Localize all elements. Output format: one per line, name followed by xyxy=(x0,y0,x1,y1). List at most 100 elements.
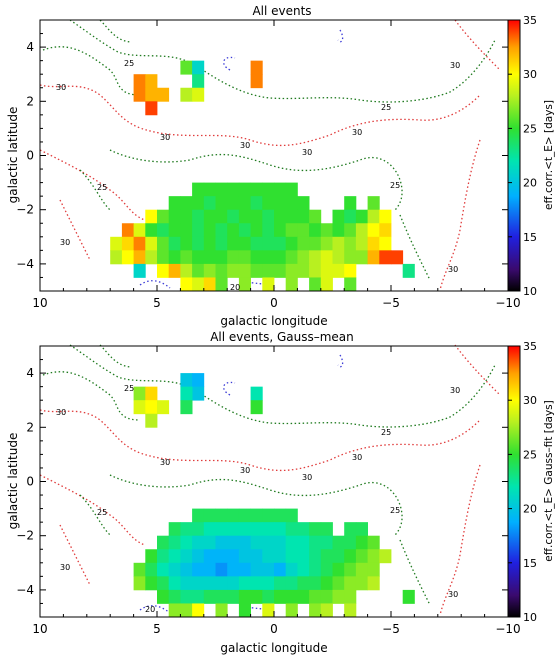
heatmap-cell xyxy=(250,263,263,278)
heatmap-cell xyxy=(309,576,322,591)
heatmap-cell xyxy=(238,250,251,265)
heatmap-cell xyxy=(297,263,310,278)
svg-text:30: 30 xyxy=(56,83,66,92)
heatmap-cell xyxy=(344,209,357,224)
svg-text:30: 30 xyxy=(450,61,460,70)
heatmap-cell xyxy=(332,549,345,564)
x-tick-label: 0 xyxy=(270,622,278,636)
svg-text:30: 30 xyxy=(450,386,460,395)
heatmap-cell xyxy=(262,589,275,604)
heatmap-cell xyxy=(285,182,298,197)
x-tick-label: 5 xyxy=(153,622,161,636)
heatmap-cell xyxy=(250,60,263,75)
heatmap-cell xyxy=(180,223,193,238)
x-tick-label: 10 xyxy=(32,296,47,310)
heatmap-cell xyxy=(192,223,205,238)
heatmap-cell xyxy=(203,209,216,224)
heatmap-cell xyxy=(379,236,392,251)
heatmap-cell xyxy=(309,562,322,577)
heatmap-cell xyxy=(180,576,193,591)
heatmap-cell xyxy=(379,549,392,564)
svg-text:30: 30 xyxy=(240,141,250,150)
heatmap-cell xyxy=(133,74,146,89)
heatmap-cell xyxy=(145,386,158,401)
heatmap-cell xyxy=(168,196,181,211)
heatmap-cell xyxy=(238,522,251,537)
heatmap-cell xyxy=(168,535,181,550)
colorbar-tick-label: 30 xyxy=(523,68,537,81)
heatmap-cell xyxy=(274,508,287,523)
heatmap-cell xyxy=(274,535,287,550)
heatmap-cell xyxy=(262,576,275,591)
heatmap-cell xyxy=(262,236,275,251)
heatmap-cell xyxy=(285,522,298,537)
heatmap-cell xyxy=(133,87,146,102)
heatmap-cell xyxy=(168,236,181,251)
heatmap-cell xyxy=(157,263,170,278)
colorbar-tick-label: 25 xyxy=(523,122,537,135)
heatmap-cell xyxy=(309,263,322,278)
svg-text:30: 30 xyxy=(56,408,66,417)
heatmap-cell xyxy=(262,209,275,224)
heatmap-cell xyxy=(344,196,357,211)
heatmap-cell xyxy=(297,576,310,591)
colorbar-label: eff.corr.<t_E> Gauss–fit [days] xyxy=(543,400,555,561)
heatmap-cell xyxy=(238,209,251,224)
heatmap-cell xyxy=(285,263,298,278)
axes: 10 5 0 −5 −10 −4 −2 0 2 4 xyxy=(16,345,521,636)
heatmap-cell xyxy=(157,535,170,550)
heatmap-cell xyxy=(238,576,251,591)
heatmap-cell xyxy=(250,386,263,401)
heatmap-cell xyxy=(344,535,357,550)
heatmap-cell xyxy=(250,236,263,251)
svg-text:25: 25 xyxy=(390,181,400,190)
heatmap-cell xyxy=(203,589,216,604)
heatmap-cell xyxy=(133,386,146,401)
svg-text:25: 25 xyxy=(97,508,107,517)
heatmap-cell xyxy=(332,250,345,265)
x-axis-label: galactic longitude xyxy=(220,641,327,655)
svg-text:20: 20 xyxy=(145,605,155,614)
colorbar-tick-label: 30 xyxy=(523,394,537,407)
x-tick-label: −10 xyxy=(495,622,520,636)
heatmap-cell xyxy=(320,603,333,618)
heatmap-cell xyxy=(285,508,298,523)
heatmap-cell xyxy=(215,603,228,618)
heatmap-cell xyxy=(285,535,298,550)
heatmap-cell xyxy=(227,236,240,251)
heatmap-cell xyxy=(274,522,287,537)
colorbar: 10 15 20 25 30 35 eff.corr.<t_E> Gauss–fit [d… xyxy=(507,340,555,624)
heatmap-cell xyxy=(344,522,357,537)
heatmap-cell xyxy=(227,535,240,550)
heatmap-cell xyxy=(168,263,181,278)
svg-text:30: 30 xyxy=(302,148,312,157)
heatmap-cell xyxy=(355,522,368,537)
heatmap-cell xyxy=(367,562,380,577)
heatmap-cell xyxy=(145,87,158,102)
heatmap-cell xyxy=(274,589,287,604)
heatmap-cell xyxy=(344,589,357,604)
heatmap-cell xyxy=(297,209,310,224)
heatmap-cell xyxy=(297,535,310,550)
heatmap-cell xyxy=(180,87,193,102)
heatmap-cell xyxy=(309,589,322,604)
svg-text:30: 30 xyxy=(60,238,70,247)
heatmap-cell xyxy=(250,74,263,89)
y-tick-label: 2 xyxy=(26,420,34,434)
heatmap-cell xyxy=(309,535,322,550)
heatmap-cell xyxy=(297,223,310,238)
colorbar-gradient xyxy=(507,345,521,618)
heatmap-cell xyxy=(250,589,263,604)
heatmap-cell xyxy=(320,236,333,251)
svg-text:30: 30 xyxy=(302,473,312,482)
heatmap-cell xyxy=(344,236,357,251)
heatmap-cell xyxy=(355,236,368,251)
heatmap-cell xyxy=(344,562,357,577)
colorbar-label: eff.corr.<t_E> [days] xyxy=(543,100,555,210)
y-axis-label: galactic latitude xyxy=(6,107,20,204)
heatmap-cell xyxy=(262,250,275,265)
heatmap-cells xyxy=(133,373,415,618)
heatmap-cell xyxy=(180,263,193,278)
heatmap-cell xyxy=(192,209,205,224)
